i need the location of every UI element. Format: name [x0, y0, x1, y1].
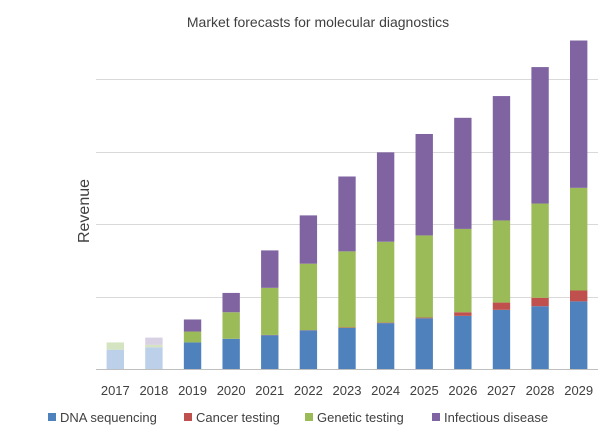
- bar-segment-2020-infectious-disease: [222, 292, 240, 313]
- x-tick-2020: 2020: [217, 383, 246, 398]
- x-tick-2022: 2022: [294, 383, 323, 398]
- x-tick-labels: 2017 2018 2019 2020 2021 2022 2023 2024 2025 2026…: [101, 383, 593, 398]
- bar-segment-2022-dna-sequencing: [299, 330, 318, 369]
- bar-segment-2018-dna-sequencing: [145, 347, 163, 369]
- chart-title: Market forecasts for molecular diagnosti…: [187, 14, 449, 30]
- bar-segment-2019-genetic-testing: [183, 331, 202, 343]
- bar-segment-2025-dna-sequencing: [415, 318, 433, 369]
- legend-label-infectious-disease: Infectious disease: [444, 410, 548, 425]
- bar-segment-2019-dna-sequencing: [183, 342, 202, 369]
- bar-segment-2026-genetic-testing: [454, 228, 472, 313]
- bar-segment-2017-dna-sequencing: [106, 349, 124, 369]
- legend-label-dna-sequencing: DNA sequencing: [60, 410, 157, 425]
- bar-segment-2026-infectious-disease: [454, 117, 472, 229]
- bar-segment-2028-cancer-testing: [531, 297, 549, 307]
- legend-swatch-genetic-testing: [305, 413, 313, 421]
- bar-segment-2026-dna-sequencing: [454, 315, 472, 369]
- legend-item-cancer-testing: Cancer testing: [184, 410, 280, 425]
- bar-segment-2023-infectious-disease: [338, 176, 356, 252]
- bar-segment-2027-genetic-testing: [492, 220, 511, 303]
- bar-segment-2025-genetic-testing: [415, 235, 433, 318]
- bar-segment-2020-dna-sequencing: [222, 338, 240, 369]
- bar-segment-2025-infectious-disease: [415, 133, 433, 236]
- legend: DNA sequencing Cancer testing Genetic test…: [48, 410, 548, 425]
- bar-segment-2023-genetic-testing: [338, 251, 356, 328]
- legend-item-genetic-testing: Genetic testing: [305, 410, 404, 425]
- legend-swatch-cancer-testing: [184, 413, 192, 421]
- y-axis-label: Revenue: [76, 179, 93, 243]
- bar-segment-2027-infectious-disease: [492, 96, 511, 221]
- legend-label-genetic-testing: Genetic testing: [317, 410, 404, 425]
- legend-swatch-dna-sequencing: [48, 413, 56, 421]
- bar-segment-2028-dna-sequencing: [531, 306, 549, 369]
- bar-segment-2026-cancer-testing: [454, 312, 472, 316]
- bar-segment-2021-dna-sequencing: [261, 335, 279, 369]
- bar-segment-2024-dna-sequencing: [376, 323, 395, 369]
- bar-segment-2021-infectious-disease: [261, 250, 279, 288]
- legend-item-dna-sequencing: DNA sequencing: [48, 410, 157, 425]
- x-tick-2027: 2027: [487, 383, 516, 398]
- bar-segment-2025-cancer-testing: [415, 317, 433, 319]
- x-tick-2023: 2023: [333, 383, 362, 398]
- x-tick-2029: 2029: [564, 383, 593, 398]
- bar-segment-2018-genetic-testing: [145, 344, 163, 348]
- bar-segment-2029-cancer-testing: [570, 290, 588, 302]
- bar-segment-2021-genetic-testing: [261, 287, 279, 335]
- bar-segment-2019-infectious-disease: [183, 319, 202, 332]
- bar-segment-2029-dna-sequencing: [570, 301, 588, 369]
- x-tick-2017: 2017: [101, 383, 130, 398]
- bar-segment-2029-infectious-disease: [570, 40, 588, 188]
- bar-segment-2027-dna-sequencing: [492, 309, 511, 369]
- bar-segment-2024-infectious-disease: [376, 152, 395, 242]
- bar-segment-2028-genetic-testing: [531, 203, 549, 298]
- bar-segment-2020-genetic-testing: [222, 312, 240, 339]
- bar-segment-2029-genetic-testing: [570, 187, 588, 291]
- bar-segment-2024-genetic-testing: [376, 241, 395, 323]
- bar-segment-2017-genetic-testing: [106, 342, 124, 350]
- bars: [106, 40, 588, 369]
- bar-segment-2022-genetic-testing: [299, 263, 318, 331]
- bar-segment-2018-infectious-disease: [145, 337, 163, 345]
- bar-segment-2027-cancer-testing: [492, 302, 511, 310]
- legend-item-infectious-disease: Infectious disease: [432, 410, 548, 425]
- legend-label-cancer-testing: Cancer testing: [196, 410, 280, 425]
- bar-segment-2022-infectious-disease: [299, 215, 318, 264]
- x-tick-2028: 2028: [526, 383, 555, 398]
- x-tick-2024: 2024: [371, 383, 400, 398]
- bar-segment-2023-dna-sequencing: [338, 327, 356, 369]
- x-tick-2026: 2026: [448, 383, 477, 398]
- legend-swatch-infectious-disease: [432, 413, 440, 421]
- x-tick-2021: 2021: [255, 383, 284, 398]
- x-tick-2018: 2018: [139, 383, 168, 398]
- bar-segment-2028-infectious-disease: [531, 67, 549, 204]
- x-tick-2025: 2025: [410, 383, 439, 398]
- x-tick-2019: 2019: [178, 383, 207, 398]
